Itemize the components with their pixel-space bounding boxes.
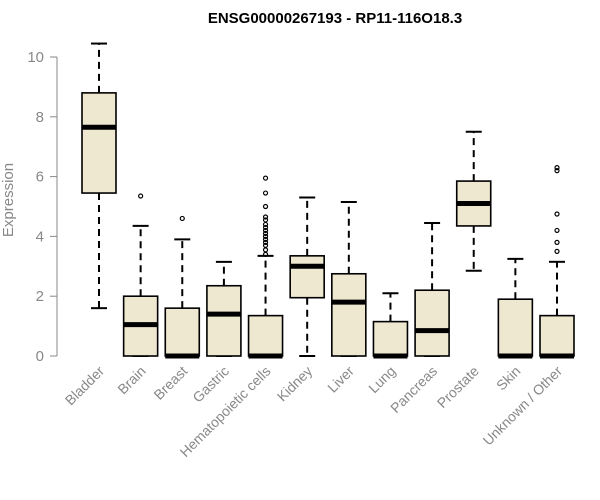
x-tick-label: Lung (365, 363, 398, 396)
x-tick-label: Skin (493, 363, 524, 394)
x-tick-label: Unknown / Other (480, 363, 566, 449)
box-iqr (289, 255, 325, 299)
outlier-point (179, 215, 185, 222)
y-axis: 0 2 4 6 8 10 (27, 49, 58, 365)
box-liver (331, 201, 367, 357)
outlier-point (262, 224, 269, 231)
box-breast (164, 215, 201, 359)
box-hematopoietic-cells (247, 175, 284, 359)
y-tick-label: 0 (36, 348, 44, 365)
outlier-point (262, 203, 269, 210)
x-tick-label: Brain (114, 363, 148, 397)
y-tick-label: 10 (27, 49, 44, 66)
outlier-point (262, 230, 269, 237)
x-tick-label: Bladder (62, 363, 108, 409)
y-tick-label: 8 (36, 109, 44, 126)
outlier-point (554, 168, 560, 174)
outlier-point (262, 227, 269, 234)
outlier-point (262, 242, 269, 248)
box-iqr (81, 92, 117, 194)
y-tick-label: 6 (36, 169, 44, 186)
x-tick-label: Kidney (274, 363, 316, 405)
box-iqr (247, 314, 284, 357)
box-gastric (206, 260, 242, 357)
outlier-point (262, 214, 269, 220)
box-iqr (206, 284, 242, 357)
boxes-group (81, 42, 575, 359)
box-iqr (331, 272, 367, 357)
outlier-point (262, 175, 269, 181)
outlier-point (262, 236, 269, 242)
outlier-point (262, 247, 269, 253)
outlier-point (554, 211, 560, 217)
outlier-point (262, 190, 269, 196)
outlier-point (554, 239, 560, 245)
box-unknown-other (539, 165, 575, 359)
outlier-point (138, 193, 144, 199)
box-pancreas (414, 221, 450, 357)
box-iqr (414, 289, 450, 357)
outlier-point (554, 165, 560, 171)
y-tick-label: 4 (36, 228, 44, 245)
y-tick-label: 2 (36, 288, 44, 305)
box-lung (372, 292, 409, 359)
box-prostate (455, 130, 492, 272)
box-bladder (81, 42, 117, 310)
box-iqr (372, 320, 409, 357)
box-skin (497, 257, 534, 359)
box-iqr (497, 298, 534, 357)
outlier-point (554, 248, 560, 254)
outlier-point (262, 217, 269, 223)
x-tick-label: Prostate (434, 363, 482, 411)
x-tick-label: Liver (324, 363, 357, 396)
box-iqr (539, 314, 575, 357)
box-kidney (289, 196, 325, 357)
chart-title: ENSG00000267193 - RP11-116O18.3 (208, 10, 462, 27)
box-brain (122, 193, 159, 357)
outlier-point (554, 227, 560, 234)
box-iqr (164, 307, 201, 357)
outlier-point (262, 239, 269, 245)
x-tick-label: Breast (150, 363, 190, 403)
y-axis-label: Expression (0, 163, 17, 237)
outlier-point (262, 233, 269, 239)
